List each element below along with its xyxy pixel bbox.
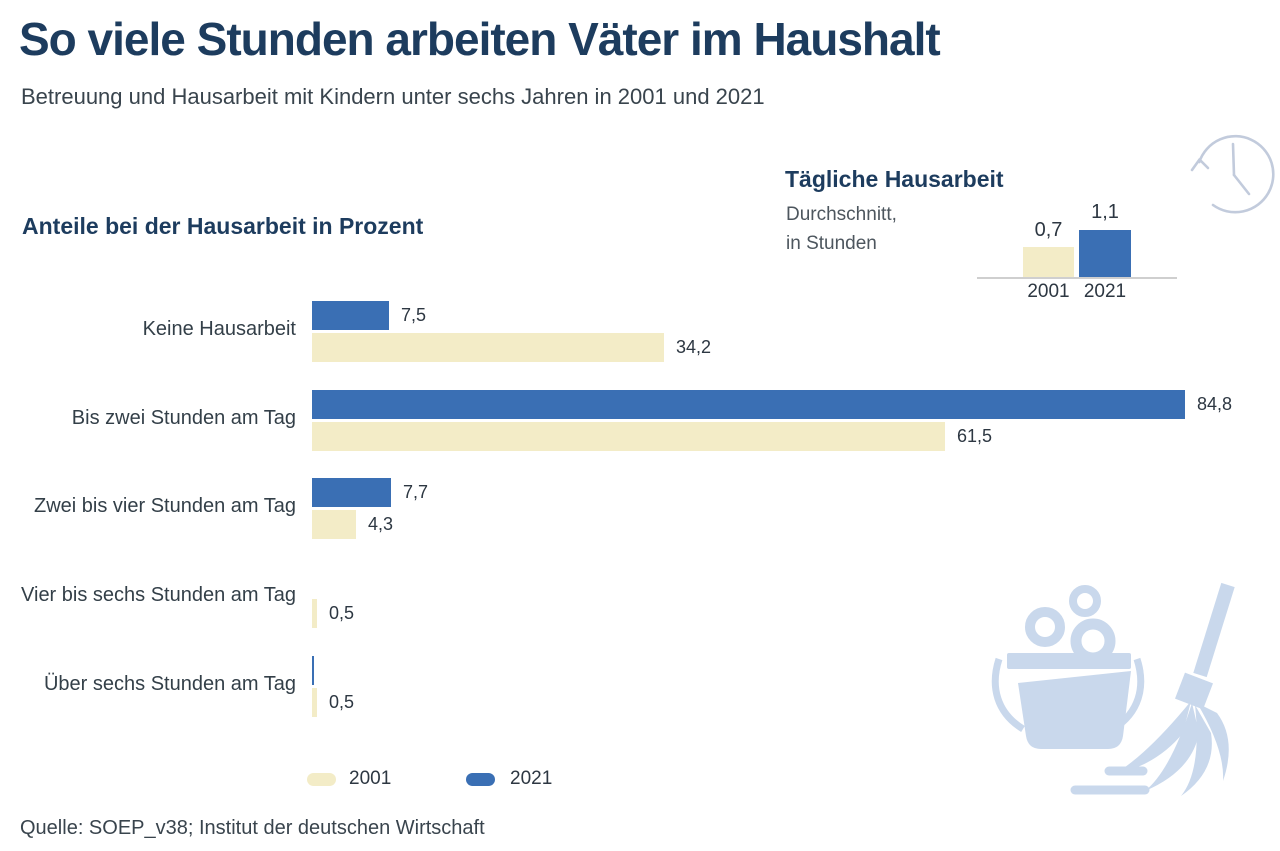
bar-2001 — [312, 599, 317, 628]
bar-value-2001: 61,5 — [957, 426, 993, 446]
category-label: Über sechs Stunden am Tag — [43, 673, 296, 695]
bar-value-2001: 4,3 — [368, 514, 394, 534]
bar-2001 — [312, 688, 317, 717]
bar-value-2001: 34,2 — [676, 337, 712, 357]
bucket-and-mop-icon — [991, 582, 1235, 796]
category-label: Keine Hausarbeit — [142, 318, 296, 340]
mini-chart-subheading-line2: in Stunden — [786, 233, 877, 254]
legend-label-2001: 2001 — [349, 768, 392, 789]
mini-bar-2001 — [1023, 247, 1074, 277]
bar-2001 — [312, 333, 664, 362]
bar-value-2001: 0,5 — [329, 692, 355, 712]
mini-chart-axis-line — [977, 277, 1177, 279]
mini-bar-value-2021: 1,1 — [1091, 201, 1119, 223]
legend-swatch-2021 — [466, 773, 495, 786]
bar-2021 — [312, 301, 389, 330]
mini-chart-subheading-line1: Durchschnitt, — [786, 204, 897, 225]
bar-2021 — [312, 390, 1185, 419]
mini-chart-subheading: Durchschnitt, in Stunden — [786, 200, 897, 258]
bar-value-2021: 7,7 — [403, 482, 429, 502]
bar-value-2021: 84,8 — [1197, 394, 1233, 414]
bar-2021 — [312, 478, 391, 507]
bar-value-2001: 0,5 — [329, 603, 355, 623]
bar-2001 — [312, 422, 945, 451]
mini-bar-2021 — [1079, 230, 1131, 277]
bar-value-2021: 7,5 — [401, 305, 427, 325]
bar-2021 — [312, 656, 314, 685]
mini-axis-label-2001: 2001 — [1027, 281, 1070, 302]
clock-with-rotation-arrow-icon — [1190, 134, 1275, 214]
page-title: So viele Stunden arbeiten Väter im Haush… — [19, 13, 941, 65]
main-chart-heading: Anteile bei der Hausarbeit in Prozent — [22, 213, 424, 239]
mini-bar-value-2001: 0,7 — [1034, 219, 1063, 241]
mini-axis-label-2021: 2021 — [1083, 281, 1127, 302]
mini-chart-heading: Tägliche Hausarbeit — [785, 166, 1004, 192]
legend-label-2021: 2021 — [510, 768, 553, 789]
legend-swatch-2001 — [307, 773, 336, 786]
source-text: Quelle: SOEP_v38; Institut der deutschen… — [20, 817, 485, 839]
category-label: Zwei bis vier Stunden am Tag — [34, 495, 296, 517]
category-label: Vier bis sechs Stunden am Tag — [21, 584, 296, 606]
category-label: Bis zwei Stunden am Tag — [71, 407, 296, 429]
subtitle: Betreuung und Hausarbeit mit Kindern unt… — [21, 84, 765, 109]
bar-2001 — [312, 510, 356, 539]
